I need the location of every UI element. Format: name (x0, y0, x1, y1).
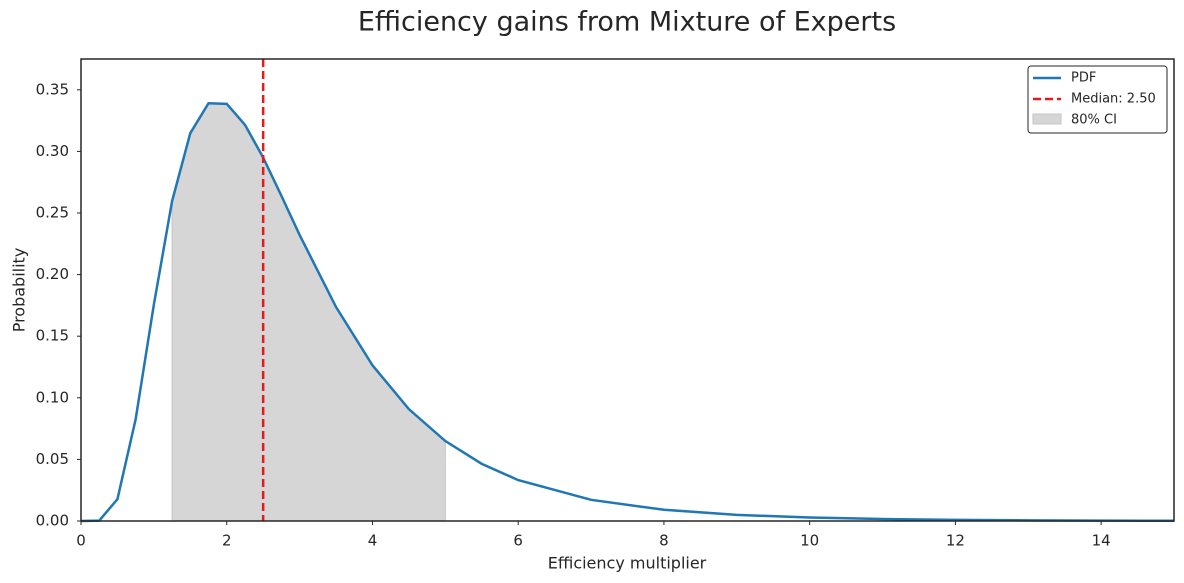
x-tick-label: 10 (800, 532, 819, 550)
legend-swatch (1032, 113, 1062, 125)
x-tick-label: 8 (659, 532, 669, 550)
x-tick-label: 14 (1092, 532, 1111, 550)
y-tick-label: 0.05 (36, 450, 69, 468)
y-tick-label: 0.00 (36, 512, 69, 530)
x-tick-label: 0 (76, 532, 86, 550)
y-tick-label: 0.15 (36, 327, 69, 345)
legend-box (1027, 65, 1168, 134)
x-tick-label: 6 (513, 532, 523, 550)
y-axis-label: Probability (10, 248, 29, 333)
y-tick-label: 0.10 (36, 388, 69, 406)
x-tick-label: 4 (368, 532, 378, 550)
y-tick-label: 0.20 (36, 265, 69, 283)
pdf-line (80, 101, 1175, 523)
y-tick-label: 0.30 (36, 142, 69, 160)
ci-area (171, 102, 446, 522)
x-tick-label: 12 (946, 532, 965, 550)
legend-label: Median: 2.50 (1071, 92, 1156, 107)
chart-title: Efficiency gains from Mixture of Experts (358, 7, 896, 38)
y-tick-label: 0.25 (36, 204, 69, 222)
legend-label: 80% CI (1071, 113, 1117, 128)
x-tick-label: 2 (222, 532, 232, 550)
plot-frame (80, 58, 1175, 522)
legend-label: PDF (1071, 71, 1096, 86)
y-tick-label: 0.35 (36, 80, 69, 98)
x-axis-label: Efficiency multiplier (548, 554, 707, 573)
